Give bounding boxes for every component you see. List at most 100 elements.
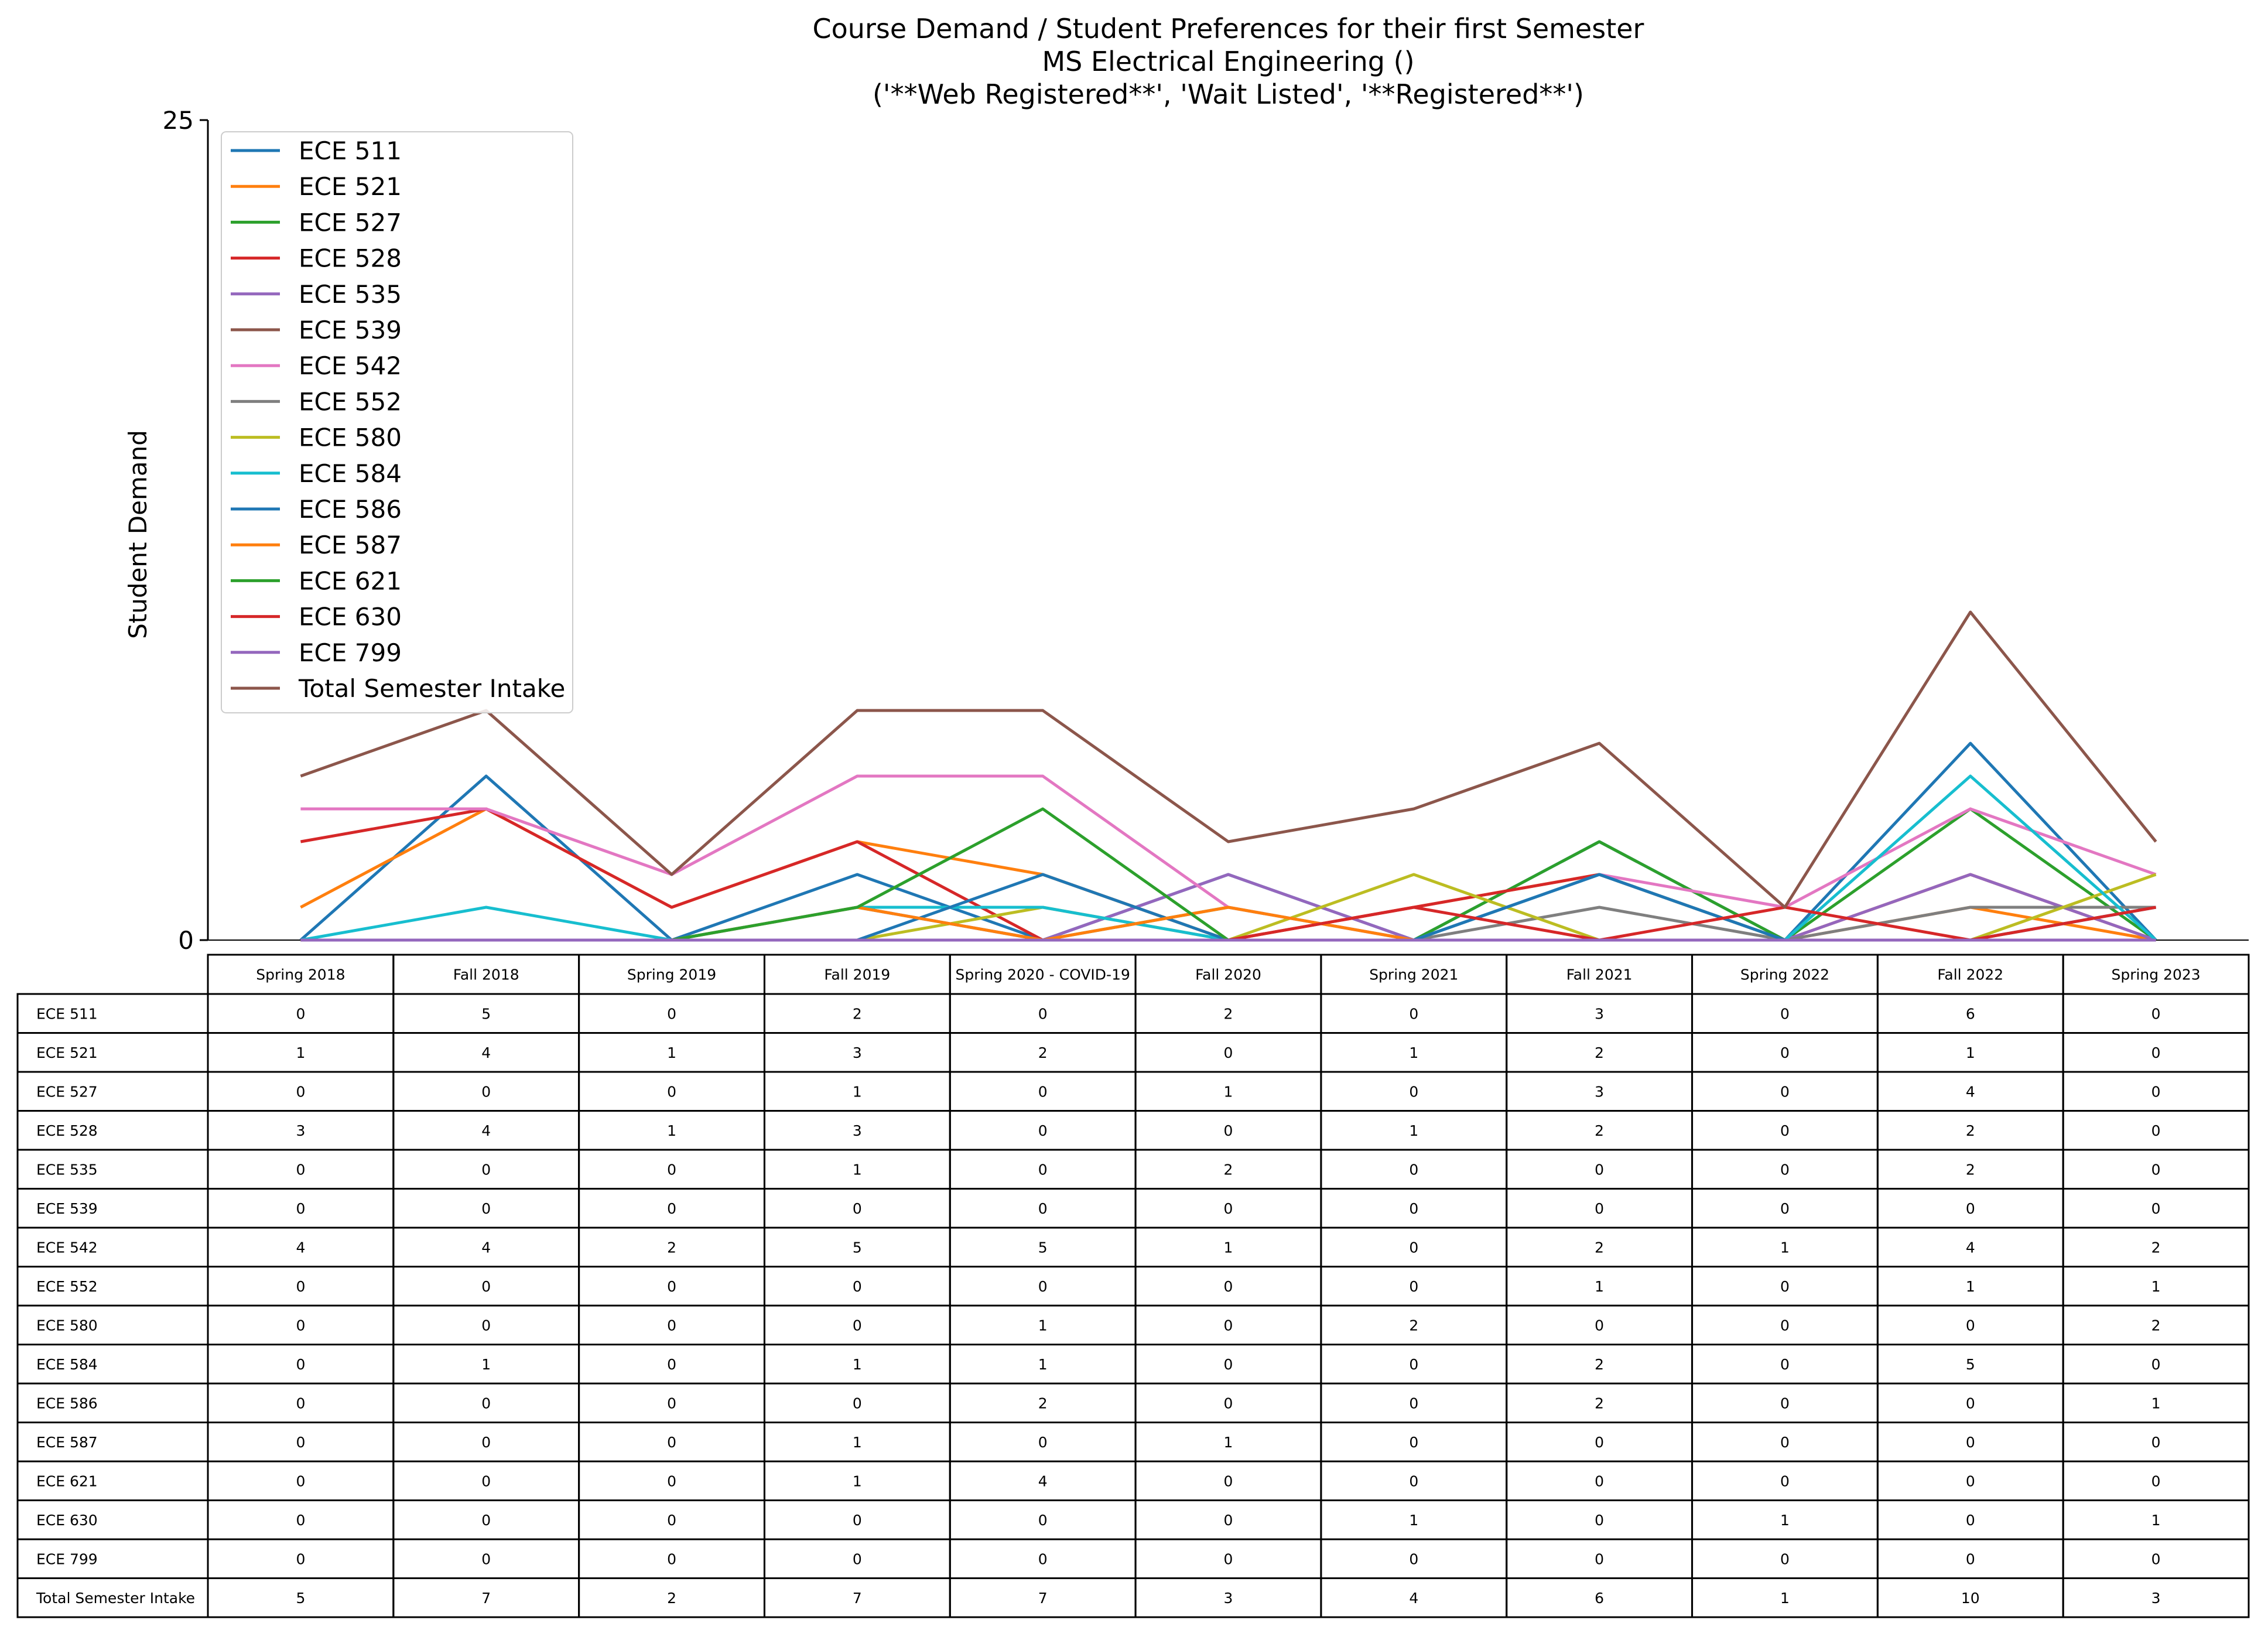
table-cell-value: 0 <box>1224 1356 1233 1373</box>
table-cell-value: 0 <box>1224 1395 1233 1412</box>
legend-label: ECE 584 <box>299 459 402 488</box>
table-cell-value: 0 <box>296 1083 305 1100</box>
y-tick-label-25: 25 <box>163 106 194 135</box>
legend-entry: ECE 586 <box>231 495 402 524</box>
legend-entry: ECE 584 <box>231 459 402 488</box>
table-cell-value: 0 <box>667 1278 676 1295</box>
table-cell-value: 1 <box>853 1473 862 1489</box>
table-cell-value: 0 <box>1780 1161 1790 1178</box>
table-cell-value: 0 <box>296 1200 305 1217</box>
table-cell-value: 2 <box>1038 1395 1048 1412</box>
legend-entry: ECE 799 <box>231 638 402 667</box>
table-cell-value: 1 <box>853 1356 862 1373</box>
table-column-header: Fall 2019 <box>824 966 890 983</box>
table-cell-value: 2 <box>1595 1044 1604 1061</box>
table-column-header: Spring 2018 <box>256 966 345 983</box>
table-column-header: Spring 2022 <box>1740 966 1829 983</box>
table-cell-value: 1 <box>1409 1512 1418 1529</box>
table-cell-value: 5 <box>296 1590 305 1607</box>
table-cell-value: 0 <box>1224 1512 1233 1529</box>
table-cell-value: 2 <box>1595 1239 1604 1256</box>
legend-label: ECE 528 <box>299 244 402 273</box>
table-cell-value: 4 <box>481 1122 491 1139</box>
legend-entry: ECE 539 <box>231 316 402 344</box>
table-cell-value: 0 <box>1780 1317 1790 1334</box>
table-cell-value: 0 <box>2151 1083 2161 1100</box>
table-cell-value: 0 <box>481 1200 491 1217</box>
table-row: ECE 521 1 4 1 3 2 0 1 2 0 1 0 <box>16 1032 2250 1073</box>
table-cell-value: 0 <box>481 1317 491 1334</box>
table-cell-value: 0 <box>1038 1512 1048 1529</box>
table-cell-value: 0 <box>481 1278 491 1295</box>
table-cell-value: 0 <box>667 1005 676 1022</box>
table-cell-value: 1 <box>1780 1239 1790 1256</box>
table-row-label: ECE 521 <box>36 1044 98 1061</box>
table-cell-value: 0 <box>2151 1044 2161 1061</box>
y-axis-label: Student Demand <box>124 430 152 639</box>
table-cell-value: 0 <box>1780 1083 1790 1100</box>
table-cell-value: 3 <box>853 1044 862 1061</box>
table-cell-value: 0 <box>1224 1317 1233 1334</box>
table-cell-value: 0 <box>481 1161 491 1178</box>
table-cell-value: 2 <box>1966 1161 1975 1178</box>
table-cell-value: 0 <box>1409 1395 1418 1412</box>
table-row-label: ECE 511 <box>36 1005 98 1022</box>
table-cell-value: 1 <box>1409 1044 1418 1061</box>
table-cell-value: 0 <box>667 1356 676 1373</box>
table-cell-value: 0 <box>1409 1473 1418 1489</box>
table-cell <box>2062 1577 2250 1618</box>
table-cell-value: 0 <box>1595 1473 1604 1489</box>
table-cell-value: 2 <box>1595 1395 1604 1412</box>
table-cell-value: 0 <box>1966 1395 1975 1412</box>
table-column-header: Spring 2023 <box>2111 966 2200 983</box>
table-cell-value: 1 <box>481 1356 491 1373</box>
table-cell-value: 1 <box>853 1161 862 1178</box>
table-cell-value: 0 <box>853 1317 862 1334</box>
legend-entry: ECE 621 <box>231 566 402 595</box>
table-column-header: Spring 2020 - COVID-19 <box>955 966 1130 983</box>
table-column-header: Spring 2021 <box>1369 966 1458 983</box>
table-cell-value: 0 <box>1966 1550 1975 1567</box>
table-cell-value: 0 <box>481 1434 491 1451</box>
table-cell-value: 0 <box>1595 1434 1604 1451</box>
legend-label: ECE 527 <box>299 208 402 237</box>
y-tick-label-0: 0 <box>178 926 194 955</box>
table-cell-value: 1 <box>1224 1434 1233 1451</box>
table-row: ECE 799 0 0 0 0 0 0 0 0 0 0 0 <box>16 1538 2250 1579</box>
table-row-label: ECE 587 <box>36 1434 98 1451</box>
table-cell-value: 1 <box>853 1083 862 1100</box>
table-row: ECE 527 0 0 0 1 0 1 0 3 0 4 0 <box>16 1071 2250 1112</box>
table-cell-value: 0 <box>1966 1473 1975 1489</box>
table-cell-value: 0 <box>296 1512 305 1529</box>
table-cell-value: 0 <box>853 1278 862 1295</box>
table-row-label: ECE 621 <box>36 1473 98 1489</box>
chart-title-line-1: Course Demand / Student Preferences for … <box>813 13 1644 45</box>
table-cell-value: 0 <box>1780 1473 1790 1489</box>
table-cell-value: 1 <box>1224 1083 1233 1100</box>
legend-entry: Total Semester Intake <box>231 674 565 703</box>
table-column-header: Fall 2021 <box>1566 966 1633 983</box>
table-cell-value: 2 <box>2151 1239 2161 1256</box>
table-row: ECE 621 0 0 0 1 4 0 0 0 0 0 0 <box>16 1460 2250 1501</box>
table-cell-value: 0 <box>1409 1550 1418 1567</box>
legend-entry: ECE 511 <box>231 136 402 165</box>
table-cell-value: 1 <box>1224 1239 1233 1256</box>
table-cell-value: 0 <box>667 1161 676 1178</box>
table-cell-value: 2 <box>1224 1161 1233 1178</box>
table-cell-value: 1 <box>1780 1512 1790 1529</box>
table-cell-value: 0 <box>481 1083 491 1100</box>
legend-entry: ECE 587 <box>231 531 402 559</box>
table-row: Total Semester Intake 5 7 2 7 7 3 4 6 1 10 3 <box>16 1577 2250 1618</box>
legend-entry: ECE 542 <box>231 351 402 380</box>
table-cell-value: 0 <box>1409 1083 1418 1100</box>
table-cell-value: 0 <box>296 1161 305 1178</box>
table-cell-value: 0 <box>1966 1200 1975 1217</box>
table-cell-value: 4 <box>481 1239 491 1256</box>
table-cell-value: 2 <box>667 1590 676 1607</box>
table-cell-value: 0 <box>1780 1005 1790 1022</box>
table-cell-value: 1 <box>667 1122 676 1139</box>
table-cell-value: 1 <box>1038 1317 1048 1334</box>
table-cell-value: 10 <box>1961 1590 1980 1607</box>
table-column-header: Fall 2018 <box>453 966 519 983</box>
